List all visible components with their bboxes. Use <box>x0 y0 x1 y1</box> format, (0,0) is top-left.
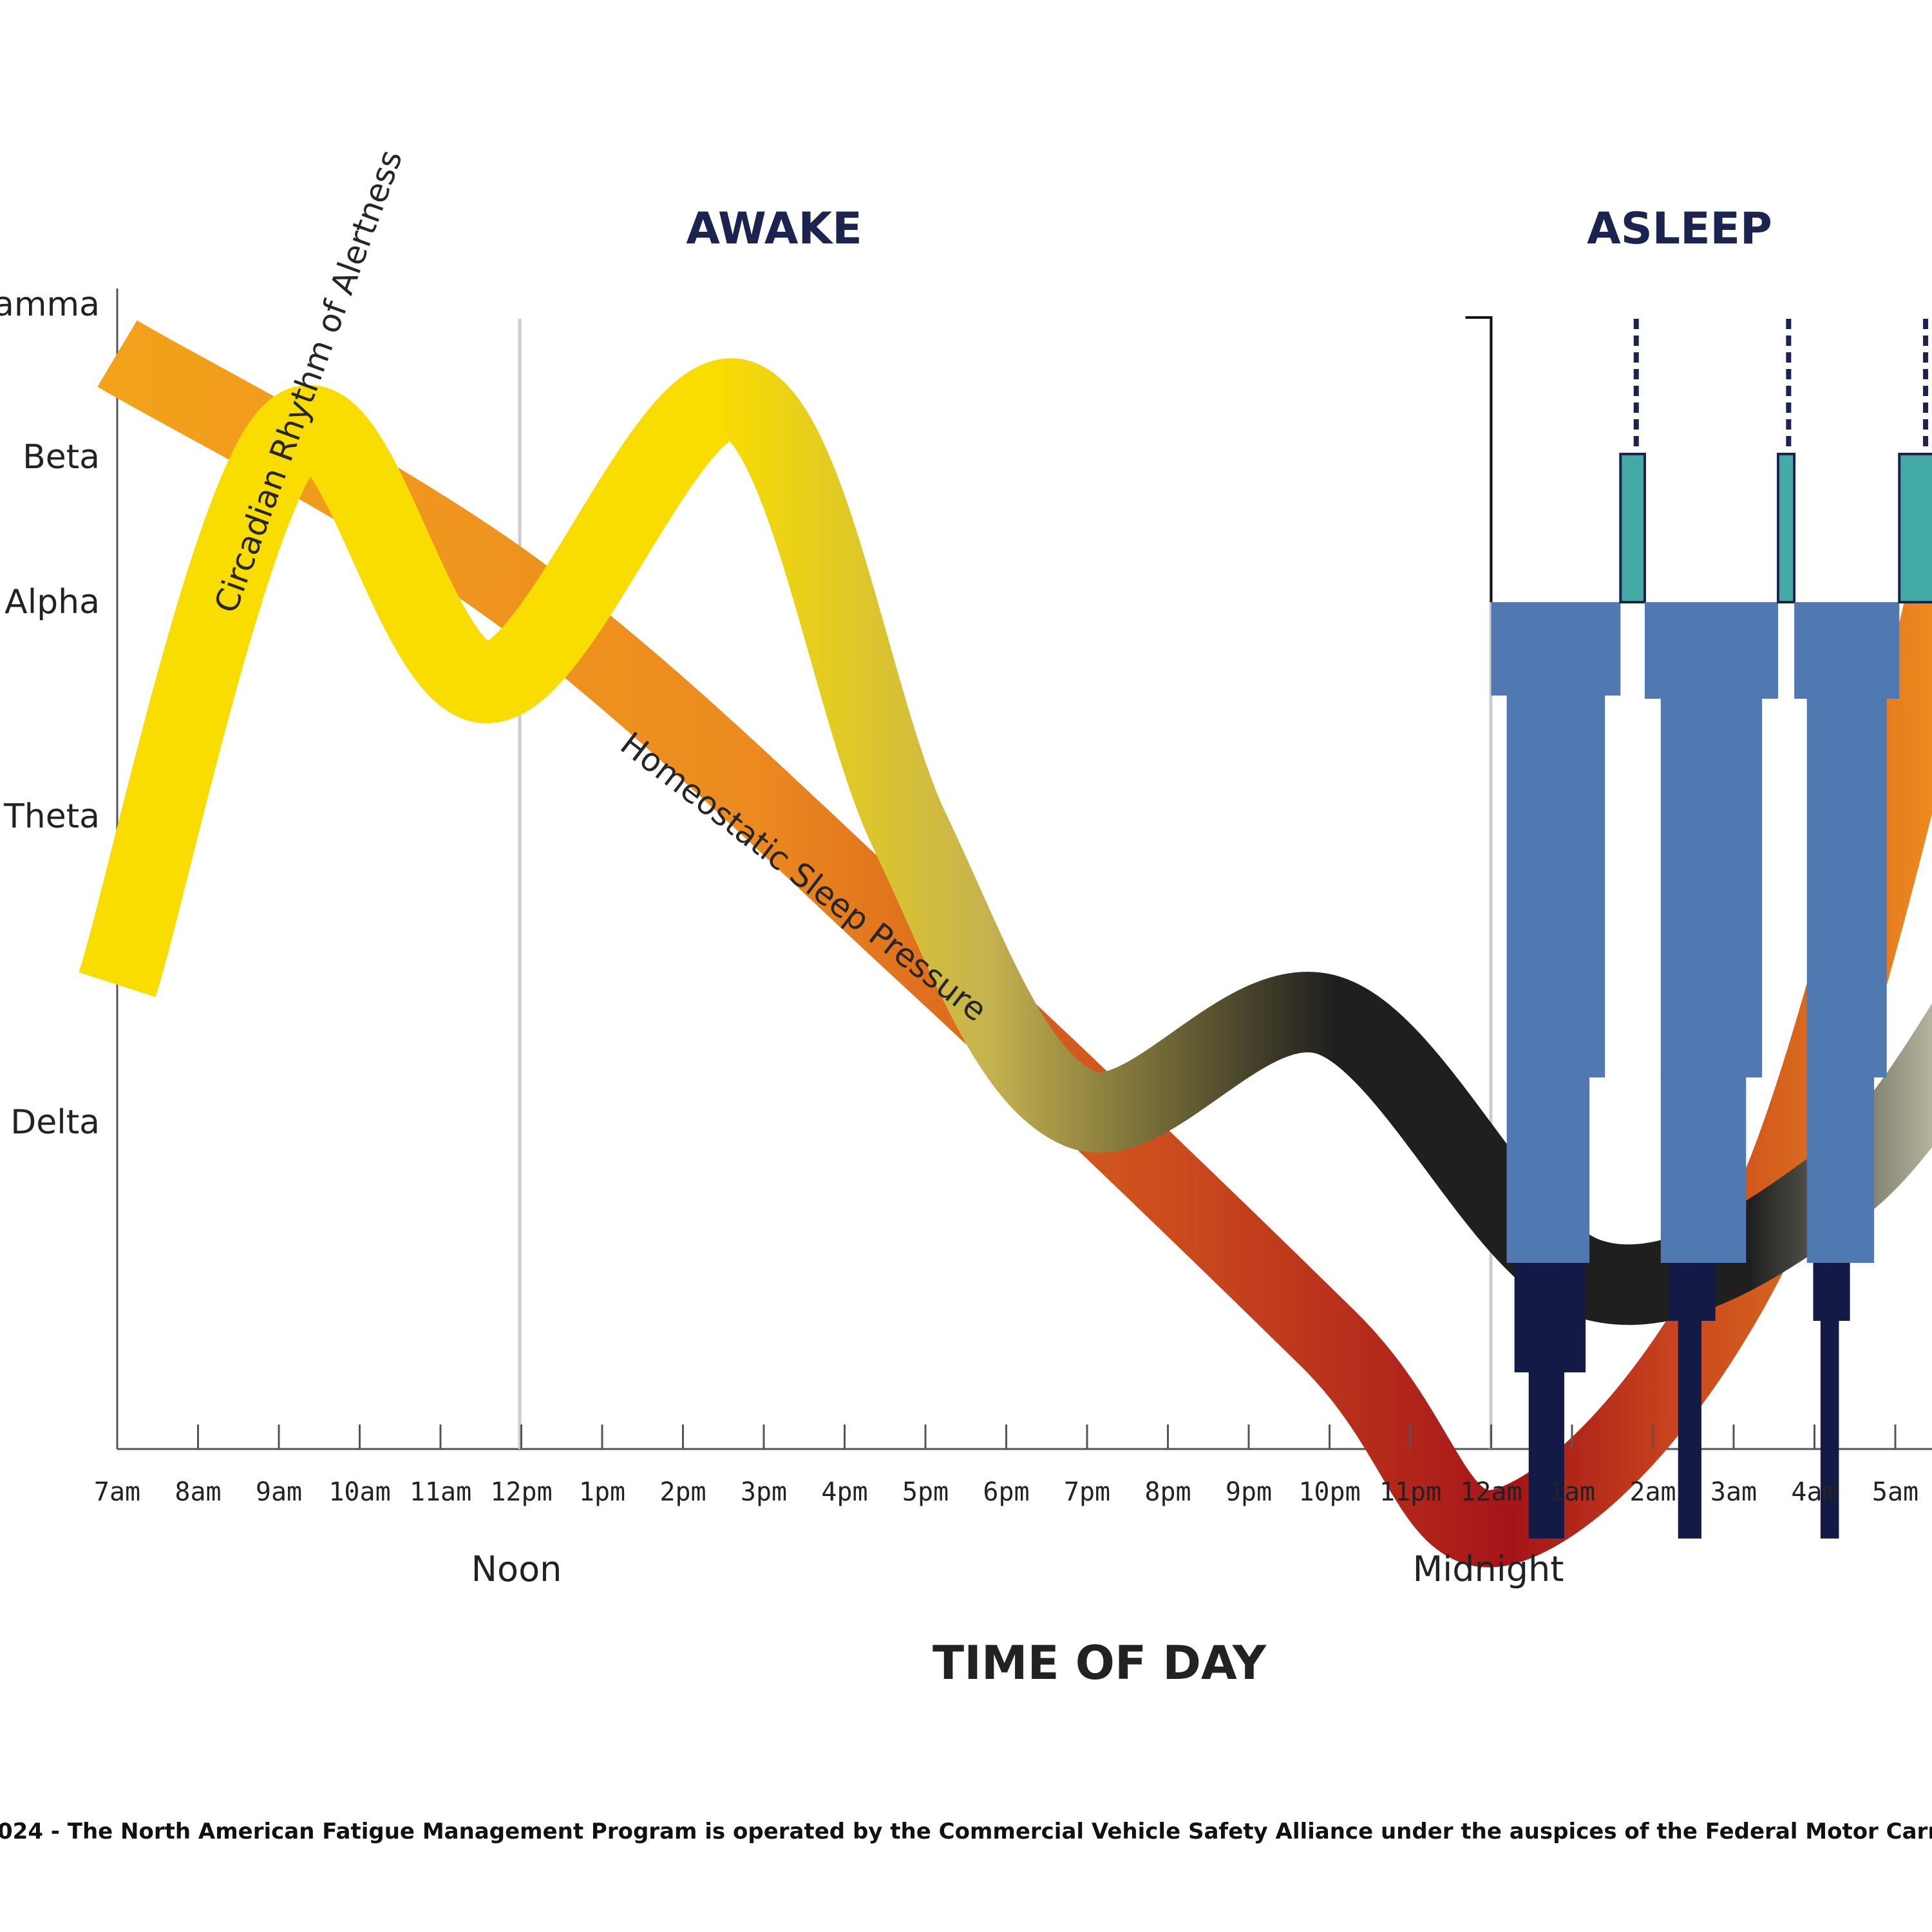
x-tick-label: 3am <box>1710 1477 1757 1507</box>
x-tick-label: 9pm <box>1226 1477 1272 1507</box>
x-axis-title: TIME OF DAY <box>933 1636 1267 1690</box>
deep-sleep-spike <box>1678 1302 1701 1539</box>
light-sleep-block <box>1806 692 1887 1077</box>
x-tick-label: 12pm <box>490 1477 552 1507</box>
x-tick-label: 11pm <box>1379 1477 1441 1507</box>
noon-label: Noon <box>471 1549 562 1589</box>
y-label-gamma: amma <box>0 285 100 324</box>
x-tick-label: 2pm <box>659 1477 706 1507</box>
x-tick-label: 1pm <box>579 1477 625 1507</box>
y-label-alpha: Alpha <box>5 583 100 621</box>
x-tick-label: 10am <box>328 1477 390 1507</box>
x-tick-label: 7pm <box>1064 1477 1110 1507</box>
x-tick-label: 4pm <box>821 1477 867 1507</box>
x-tick-label: 1am <box>1549 1477 1595 1507</box>
light-sleep-block <box>1506 1074 1590 1263</box>
awake-header: AWAKE <box>686 204 862 254</box>
light-sleep-block <box>1644 602 1779 699</box>
y-label-theta: Theta <box>3 797 100 836</box>
asleep-header: ASLEEP <box>1587 204 1772 254</box>
light-sleep-block <box>1794 602 1900 699</box>
x-tick-label: 12am <box>1460 1477 1522 1507</box>
y-label-beta: Beta <box>23 438 100 477</box>
sleep-stage-layer <box>1465 316 1932 1539</box>
footer-credit: 024 - The North American Fatigue Managem… <box>0 1819 1932 1844</box>
y-label-delta: Delta <box>10 1103 100 1142</box>
light-sleep-block <box>1491 602 1621 696</box>
x-tick-label: 8pm <box>1144 1477 1191 1507</box>
x-tick-label: 2am <box>1629 1477 1676 1507</box>
sleep-onset-bracket <box>1465 316 1493 602</box>
circadian-band-layer <box>79 358 1932 1325</box>
light-sleep-block <box>1660 1074 1747 1263</box>
x-tick-label: 9am <box>256 1477 302 1507</box>
rem-sleep-block <box>1898 453 1932 603</box>
rem-sleep-block <box>1619 453 1646 603</box>
x-tick-label: 6pm <box>983 1477 1029 1507</box>
x-tick-label: 8am <box>175 1477 221 1507</box>
light-sleep-block <box>1660 692 1763 1077</box>
deep-sleep-spike <box>1820 1302 1839 1539</box>
x-tick-label: 7am <box>94 1477 140 1507</box>
x-tick-label: 5pm <box>902 1477 949 1507</box>
x-tick-label: 4am <box>1791 1477 1837 1507</box>
x-tick-label: 10pm <box>1298 1477 1360 1507</box>
midnight-label: Midnight <box>1413 1549 1564 1589</box>
light-sleep-block <box>1806 1074 1875 1263</box>
circadian-rhythm-band <box>79 358 1932 1325</box>
light-sleep-block <box>1506 692 1605 1077</box>
x-tick-label: 5am <box>1872 1477 1918 1507</box>
x-tick-layer: 7am 8am 9am 10am 11am 12pm 1pm 2pm 3pm 4pm 5pm 6pm 7… <box>94 1425 1918 1507</box>
x-tick-label: 11am <box>410 1477 471 1507</box>
deep-sleep-spike <box>1528 1302 1564 1539</box>
rem-sleep-block <box>1777 453 1796 603</box>
x-tick-label: 3pm <box>741 1477 787 1507</box>
